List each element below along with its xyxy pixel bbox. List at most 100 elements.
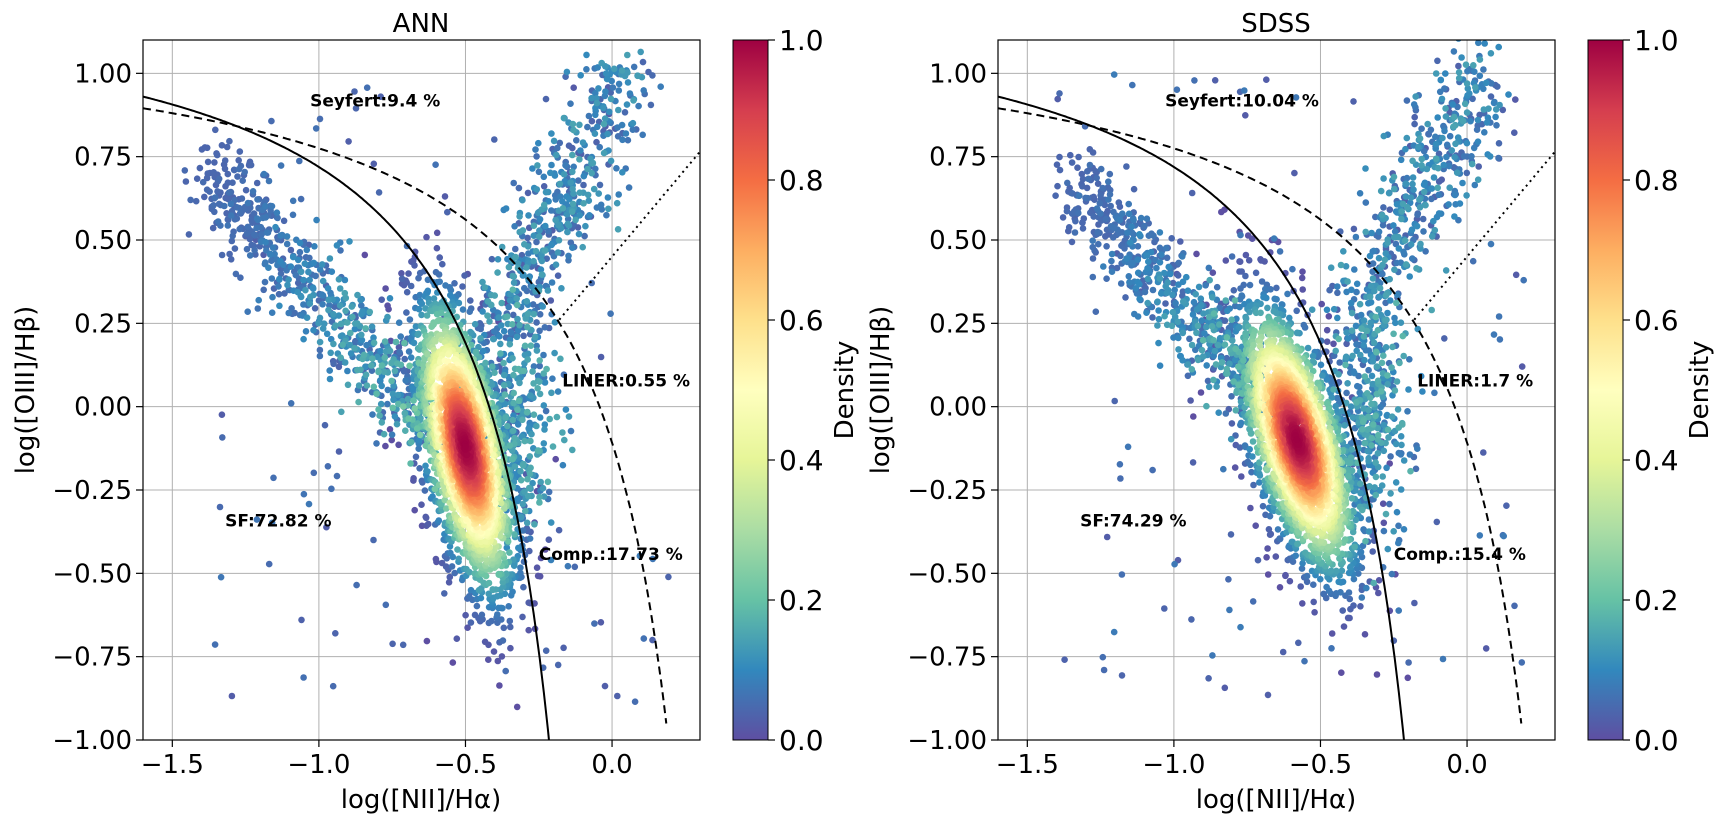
scatter-point [585,112,593,120]
scatter-point [509,427,517,435]
scatter-point [1469,95,1476,103]
scatter-point [515,365,522,373]
scatter-point [1063,207,1071,215]
scatter-point [342,307,349,315]
scatter-point [625,184,633,191]
scatter-point [1103,533,1111,541]
scatter-point [1512,96,1519,103]
scatter-point [1115,199,1123,206]
scatter-point [351,344,358,352]
scatter-point [459,306,467,313]
scatter-point [607,157,615,165]
scatter-point [1211,77,1219,84]
scatter-point [328,485,335,493]
scatter-point [489,363,496,370]
scatter-point [1422,248,1429,255]
scatter-point [182,178,190,185]
scatter-point [1375,577,1383,584]
scatter-point [471,320,479,328]
scatter-point [609,84,617,91]
scatter-point [584,165,591,173]
scatter-point [567,427,575,435]
scatter-point [1339,607,1346,614]
scatter-point [552,455,559,463]
scatter-point [514,497,521,505]
scatter-point [381,354,389,361]
scatter-point [422,462,429,470]
scatter-point [410,339,418,347]
scatter-point [524,356,531,363]
scatter-point [486,318,493,325]
scatter-point [418,501,425,509]
scatter-point [1338,669,1345,676]
scatter-point [525,484,533,492]
scatter-point [1518,659,1526,666]
scatter-point [1228,253,1236,260]
scatter-point [535,139,542,147]
scatter-point [569,168,576,176]
scatter-point [1107,202,1114,210]
scatter-point [514,406,521,414]
scatter-point [276,302,283,310]
scatter-point [296,157,303,165]
scatter-point [305,500,313,508]
scatter-point [544,478,552,486]
scatter-point [362,363,369,371]
scatter-point [590,185,598,193]
scatter-point [368,323,376,331]
scatter-point [536,227,543,234]
scatter-point [521,284,528,292]
scatter-point [254,305,262,312]
scatter-point [533,564,541,571]
scatter-point [373,440,380,447]
scatter-point [416,431,424,439]
scatter-point [454,546,461,553]
scatter-point [296,248,304,256]
scatter-point [375,189,383,196]
scatter-point [508,456,516,463]
scatter-point [1379,221,1387,229]
scatter-point [1380,519,1388,527]
scatter-point [560,371,568,379]
scatter-point [510,399,517,407]
scatter-point [347,350,355,357]
scatter-point [439,260,446,268]
scatter-point [203,144,211,152]
scatter-point [548,130,555,137]
scatter-point [224,179,232,186]
scatter-point [560,644,567,652]
scatter-point [613,199,621,207]
scatter-point [1350,602,1357,609]
scatter-point [401,409,409,417]
scatter-point [275,290,283,298]
scatter-point [319,277,327,285]
scatter-point [523,409,531,416]
scatter-point [586,212,593,219]
scatter-point [504,538,512,545]
scatter-point [338,408,345,416]
scatter-point [415,274,422,282]
scatter-point [1276,584,1284,591]
scatter-point [1434,57,1441,65]
scatter-point [292,271,300,279]
scatter-point [502,414,509,421]
scatter-point [580,200,587,207]
scatter-point [564,220,572,228]
scatter-point [1350,225,1358,233]
scatter-point [316,314,324,322]
scatter-point [581,232,588,240]
scatter-point [580,172,588,180]
scatter-point [603,75,611,83]
scatter-point [1086,161,1094,169]
scatter-point [607,310,614,318]
scatter-point [1094,228,1102,236]
scatter-point [412,453,420,461]
scatter-point [319,301,326,308]
scatter-point [1264,571,1272,578]
scatter-point [1064,179,1071,187]
scatter-point [531,333,539,341]
scatter-point [283,233,291,240]
scatter-point [507,623,514,631]
scatter-point [624,69,631,76]
scatter-point [358,331,365,339]
